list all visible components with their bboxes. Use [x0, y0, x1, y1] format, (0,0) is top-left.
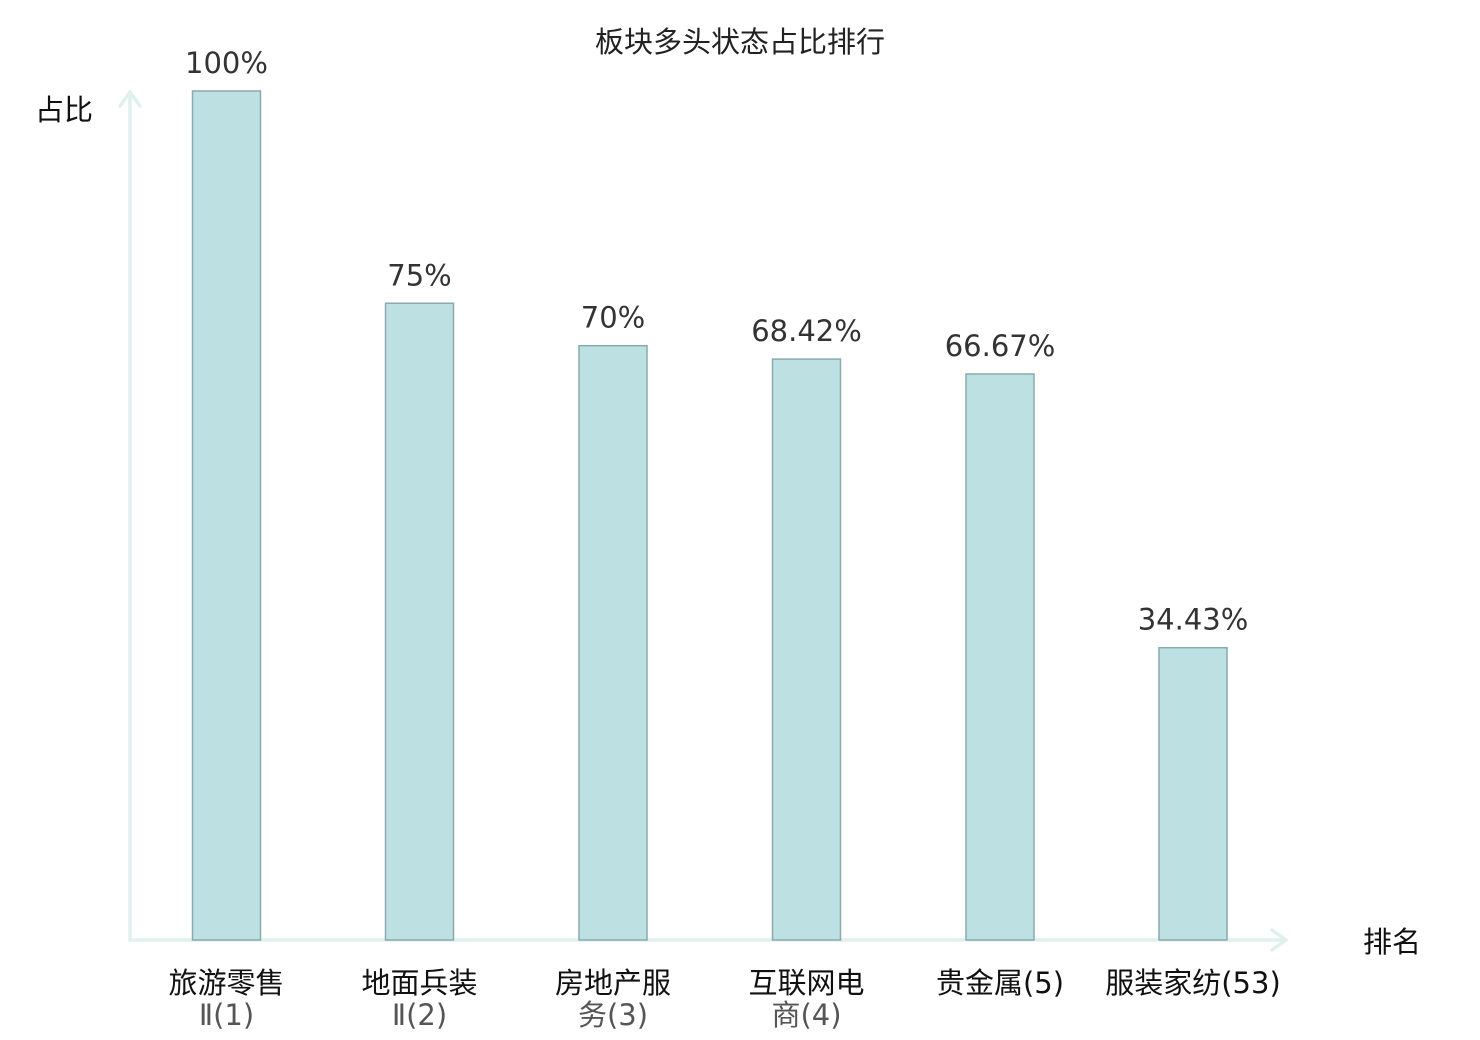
category-label-2-line-2: Ⅱ(2) — [392, 998, 447, 1032]
bar-3 — [578, 344, 648, 941]
bars-group — [191, 90, 1228, 941]
value-labels-group: 100% 75% 70% 68.42% 66.67% 34.43% — [185, 46, 1248, 637]
category-label-1-line-1: 旅游零售 — [168, 966, 284, 1000]
value-label-5: 66.67% — [945, 329, 1056, 363]
value-label-4: 68.42% — [751, 314, 862, 348]
y-axis-arrow — [118, 90, 142, 108]
value-label-3: 70% — [581, 301, 645, 335]
category-label-3-line-1: 房地产服 — [555, 966, 671, 1000]
value-label-6: 34.43% — [1138, 603, 1249, 637]
chart-title: 板块多头状态占比排行 — [595, 25, 885, 59]
bar-4 — [771, 358, 842, 941]
axes — [118, 90, 1288, 952]
category-label-4-line-1: 互联网电 — [748, 966, 864, 1000]
y-axis-label: 占比 — [35, 93, 93, 127]
value-label-1: 100% — [185, 46, 268, 80]
bar-2 — [384, 302, 455, 941]
category-label-6-line-1: 服装家纺(53) — [1105, 966, 1281, 1000]
x-axis-label: 排名 — [1363, 925, 1421, 959]
value-label-2: 75% — [387, 258, 451, 292]
bar-1 — [191, 90, 262, 941]
bar-5 — [965, 373, 1035, 941]
bar-6 — [1158, 646, 1228, 941]
category-label-5-line-1: 贵金属(5) — [936, 966, 1064, 1000]
category-label-4-line-2: 商(4) — [771, 998, 841, 1032]
category-label-1-line-2: Ⅱ(1) — [199, 998, 254, 1032]
category-label-2-line-1: 地面兵装 — [361, 966, 477, 1000]
x-axis-arrow — [1270, 928, 1288, 952]
category-label-3-line-2: 务(3) — [578, 998, 648, 1032]
